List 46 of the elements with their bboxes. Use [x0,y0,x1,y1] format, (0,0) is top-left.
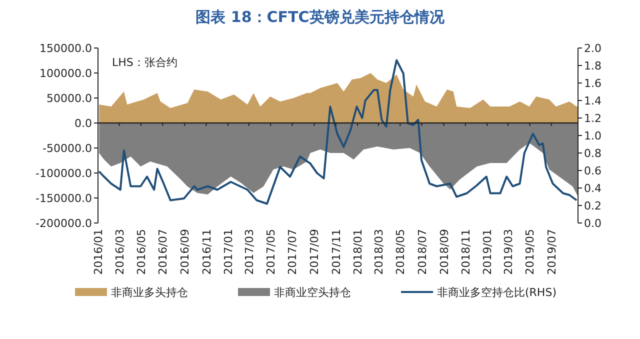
x-tick-label: 2019/07 [545,229,558,275]
x-tick-label: 2019/05 [524,229,537,275]
y-tick-label: 150000.0 [40,42,92,55]
x-tick-label: 2017/09 [308,229,322,275]
y2-tick-label: 0.4 [584,182,602,195]
x-tick-label: 2016/07 [156,229,170,275]
legend-label: 非商业多空持仓比(RHS) [437,286,556,299]
x-tick-label: 2018/05 [394,229,408,275]
x-tick-label: 2016/05 [134,229,148,275]
y2-tick-label: 1.2 [584,112,602,125]
y-tick-label: 0.0 [74,117,92,130]
x-tick-label: 2018/07 [416,229,429,275]
y2-tick-label: 1.0 [584,130,602,142]
y2-tick-label: 1.6 [584,77,602,90]
y2-tick-label: 1.8 [584,60,602,72]
x-tick-label: 2018/09 [438,229,451,275]
y2-tick-label: 2.0 [584,42,602,55]
x-tick-label: 2018/11 [459,229,472,275]
y-tick-label: -200000.0 [36,217,92,230]
y2-tick-label: 0.6 [584,164,602,178]
legend-label: 非商业空头持仓 [274,286,351,299]
y-tick-label: -100000.0 [36,167,92,180]
x-tick-label: 2017/01 [222,229,235,275]
x-tick-label: 2017/03 [242,229,256,275]
y-tick-label: 50000.0 [46,92,92,105]
x-tick-label: 2019/03 [502,229,516,275]
annotation: LHS：张合约 [112,56,178,69]
legend-label: 非商业多头持仓 [111,286,188,299]
x-tick-label: 2017/11 [330,229,343,275]
y2-tick-label: 1.4 [584,94,602,108]
x-tick-label: 2016/09 [178,229,192,275]
x-tick-label: 2017/07 [286,229,300,275]
y-tick-label: -50000.0 [42,142,92,155]
x-tick-label: 2016/11 [200,229,214,275]
x-tick-label: 2016/03 [113,229,126,275]
x-tick-label: 2019/01 [481,229,494,275]
x-tick-label: 2018/01 [352,229,365,275]
y-tick-label: 100000.0 [40,67,92,80]
y2-tick-label: 0.0 [584,217,602,230]
y2-tick-label: 0.2 [584,200,602,212]
x-tick-label: 2017/05 [264,229,278,275]
y2-tick-label: 0.8 [584,147,602,160]
x-tick-label: 2016/01 [92,229,105,275]
chart-title: 图表 18：CFTC英镑兑美元持仓情况 [196,8,446,26]
y-tick-label: -150000.0 [36,192,92,205]
x-tick-label: 2018/03 [372,229,386,275]
